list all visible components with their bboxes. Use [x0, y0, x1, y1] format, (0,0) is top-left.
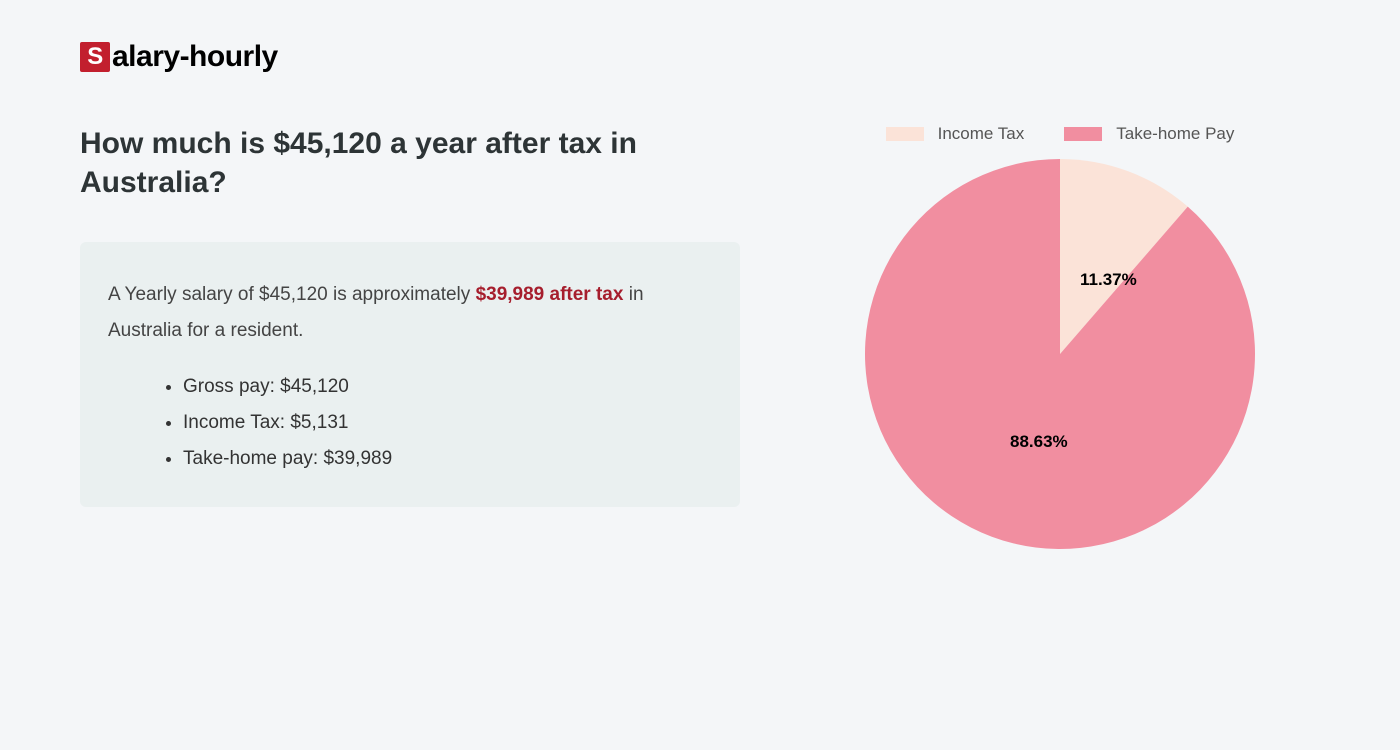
list-item: Income Tax: $5,131	[183, 405, 712, 441]
chart-legend: Income Tax Take-home Pay	[800, 124, 1320, 144]
bullet-list: Gross pay: $45,120 Income Tax: $5,131 Ta…	[108, 369, 712, 477]
slice-label-income-tax: 11.37%	[1080, 270, 1137, 290]
pie-chart: 11.37% 88.63%	[860, 154, 1260, 554]
slice-label-take-home: 88.63%	[1010, 432, 1068, 452]
legend-label: Income Tax	[938, 124, 1025, 144]
list-item: Gross pay: $45,120	[183, 369, 712, 405]
logo-text: alary-hourly	[112, 40, 278, 74]
summary-prefix: A Yearly salary of $45,120 is approximat…	[108, 284, 476, 305]
summary-box: A Yearly salary of $45,120 is approximat…	[80, 242, 740, 507]
page-title: How much is $45,120 a year after tax in …	[80, 124, 740, 202]
swatch-icon	[886, 127, 924, 141]
logo: Salary-hourly	[80, 40, 1320, 74]
swatch-icon	[1064, 127, 1102, 141]
legend-item-income-tax: Income Tax	[886, 124, 1025, 144]
summary-highlight: $39,989 after tax	[476, 284, 624, 305]
left-column: How much is $45,120 a year after tax in …	[80, 124, 740, 554]
summary-text: A Yearly salary of $45,120 is approximat…	[108, 277, 712, 349]
content: How much is $45,120 a year after tax in …	[80, 124, 1320, 554]
logo-s-icon: S	[80, 42, 110, 72]
list-item: Take-home pay: $39,989	[183, 441, 712, 477]
pie-svg	[860, 154, 1260, 554]
right-column: Income Tax Take-home Pay 11.37% 88.63%	[800, 124, 1320, 554]
legend-label: Take-home Pay	[1116, 124, 1234, 144]
legend-item-take-home: Take-home Pay	[1064, 124, 1234, 144]
